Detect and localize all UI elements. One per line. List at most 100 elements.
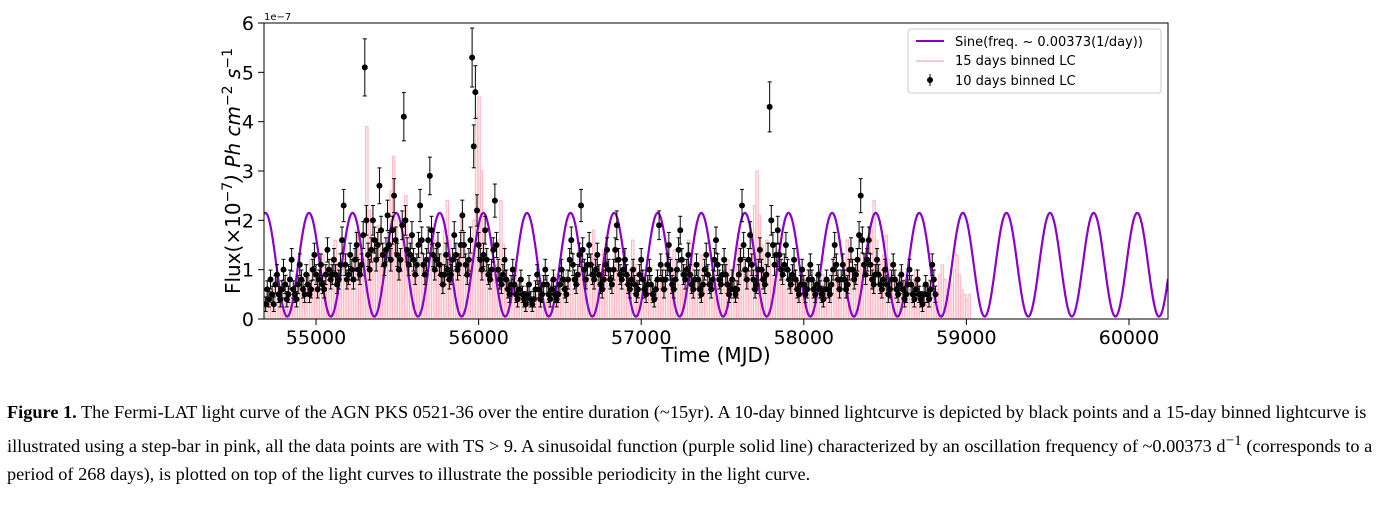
data-point	[737, 256, 744, 263]
data-point	[472, 89, 479, 96]
data-point	[321, 286, 328, 293]
data-point	[612, 246, 619, 253]
data-point	[774, 227, 781, 234]
data-point	[287, 276, 294, 283]
x-tick-label: 56000	[448, 327, 508, 349]
x-tick-label: 60000	[1099, 327, 1159, 349]
data-point	[839, 261, 846, 268]
data-point	[899, 286, 906, 293]
data-point	[929, 261, 936, 268]
data-point	[526, 281, 533, 288]
y-tick-label: 4	[242, 112, 254, 134]
data-point	[745, 256, 752, 263]
legend-errorbar-label: 10 days binned LC	[955, 74, 1076, 89]
data-point	[433, 256, 440, 263]
y-offset-text: 1e−7	[264, 12, 291, 23]
data-point	[434, 242, 441, 248]
data-point	[428, 227, 435, 234]
data-point	[711, 256, 718, 263]
y-tick-label: 3	[242, 161, 254, 183]
data-point	[288, 256, 295, 263]
data-point	[337, 261, 344, 268]
step-bar	[967, 293, 971, 319]
data-point	[404, 246, 411, 253]
light-curve-figure: 55000 56000 57000 58000 59000 60000 0 1 2 3 4 5 6 1…	[220, 12, 1169, 367]
data-point	[309, 266, 316, 273]
data-point	[865, 237, 872, 244]
data-point	[932, 291, 939, 298]
data-point	[615, 256, 622, 263]
data-point	[366, 266, 373, 273]
data-point	[630, 266, 637, 273]
data-point	[579, 246, 586, 253]
data-point	[373, 256, 380, 263]
data-point	[311, 251, 318, 258]
data-point	[382, 246, 389, 253]
data-point	[452, 251, 459, 258]
data-point	[534, 271, 541, 278]
data-point	[426, 172, 433, 179]
data-point	[847, 246, 854, 253]
data-point	[482, 227, 489, 234]
data-point	[371, 237, 378, 244]
y-tick-label: 5	[242, 62, 254, 84]
data-point	[376, 182, 383, 189]
data-point	[301, 291, 308, 298]
data-point	[459, 212, 466, 219]
data-point	[568, 237, 575, 244]
sine-curve	[264, 211, 1168, 318]
data-point	[410, 256, 417, 263]
data-point	[574, 271, 581, 278]
data-point	[475, 242, 482, 248]
data-point	[873, 256, 880, 263]
data-point	[664, 261, 671, 268]
data-point	[859, 237, 866, 244]
data-point	[636, 271, 643, 278]
data-point	[714, 261, 721, 268]
data-point	[350, 276, 357, 283]
data-point	[709, 276, 716, 283]
data-point	[342, 261, 349, 268]
data-point	[352, 256, 359, 263]
data-point	[381, 261, 388, 268]
data-point	[387, 256, 394, 263]
data-point	[421, 271, 428, 278]
data-point	[456, 261, 463, 268]
y-tick-label: 6	[242, 13, 254, 35]
data-point	[748, 261, 755, 268]
data-point	[339, 237, 346, 244]
data-point	[418, 237, 425, 244]
data-point	[267, 276, 274, 283]
data-point	[500, 271, 507, 278]
data-point	[602, 261, 609, 268]
data-point	[488, 266, 495, 273]
data-point	[394, 251, 401, 258]
y-axis-label: Flux(×10−7) Ph cm−2 s−1	[220, 48, 245, 294]
data-point	[756, 246, 763, 253]
data-point	[490, 246, 497, 253]
data-point	[483, 256, 490, 263]
data-point	[501, 256, 508, 263]
data-point	[634, 286, 641, 293]
data-point	[677, 227, 684, 234]
data-point	[781, 261, 788, 268]
data-point	[358, 261, 365, 268]
data-point	[353, 242, 360, 248]
data-point	[844, 281, 851, 288]
data-point	[565, 276, 572, 283]
data-point	[862, 271, 869, 278]
data-point	[324, 246, 331, 253]
data-point	[269, 291, 276, 298]
data-point	[264, 301, 269, 308]
data-point	[743, 276, 750, 283]
x-tick-label: 58000	[774, 327, 834, 349]
data-point	[265, 296, 272, 303]
data-point	[740, 242, 747, 248]
data-point	[582, 276, 589, 283]
errorbar-series-10day	[264, 27, 939, 312]
legend-sine-label: Sine(freq. ~ 0.00373(1/day))	[955, 35, 1143, 50]
caption-text-end: (corresponds to a period of 268 days), i…	[7, 435, 1373, 485]
data-point	[491, 197, 498, 204]
caption-label: Figure 1.	[7, 402, 77, 422]
data-point	[464, 271, 471, 278]
